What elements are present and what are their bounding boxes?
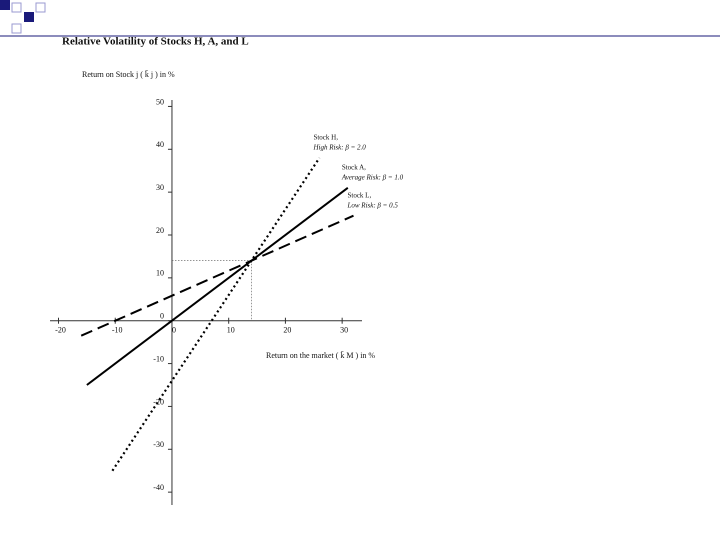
y-tick-label: 40 (156, 140, 164, 149)
y-tick-label: -20 (153, 397, 164, 406)
legend-note: Average Risk: β = 1.0 (341, 173, 404, 181)
decor-square (24, 12, 34, 22)
decor-square (11, 2, 22, 13)
legend-note: High Risk: β = 2.0 (312, 143, 366, 151)
decor-square (0, 0, 10, 10)
legend-label: Stock H, (313, 133, 338, 141)
x-tick-label: 30 (340, 326, 348, 335)
chart-title: Relative Volatility of Stocks H, A, and … (62, 36, 249, 48)
decor-square (11, 23, 22, 34)
x-tick-label: -10 (112, 326, 123, 335)
legend-note: Low Risk: β = 0.5 (346, 201, 398, 209)
y-tick-label: 20 (156, 226, 164, 235)
legend-label: Stock A, (342, 163, 366, 171)
y-tick-label: -30 (153, 440, 164, 449)
decor-square (35, 2, 46, 13)
y-tick-label: 10 (156, 269, 164, 278)
x-tick-label: 0 (172, 326, 176, 335)
x-axis-label: Return on the market ( k̄ M ) in % (266, 351, 375, 360)
y-tick-label: 50 (156, 97, 164, 106)
legend-label: Stock L, (347, 191, 371, 199)
y-tick-label: -40 (153, 483, 164, 492)
y-tick-label: -10 (153, 354, 164, 363)
y-tick-label: 0 (160, 312, 164, 321)
y-tick-label: 30 (156, 183, 164, 192)
y-axis-label: Return on Stock j ( k̄ j ) in % (82, 70, 175, 79)
series-line (111, 157, 321, 472)
series-line (86, 187, 349, 386)
series-line (80, 214, 354, 337)
x-tick-label: 20 (283, 326, 291, 335)
x-tick-label: -20 (55, 326, 66, 335)
x-tick-label: 10 (227, 326, 235, 335)
